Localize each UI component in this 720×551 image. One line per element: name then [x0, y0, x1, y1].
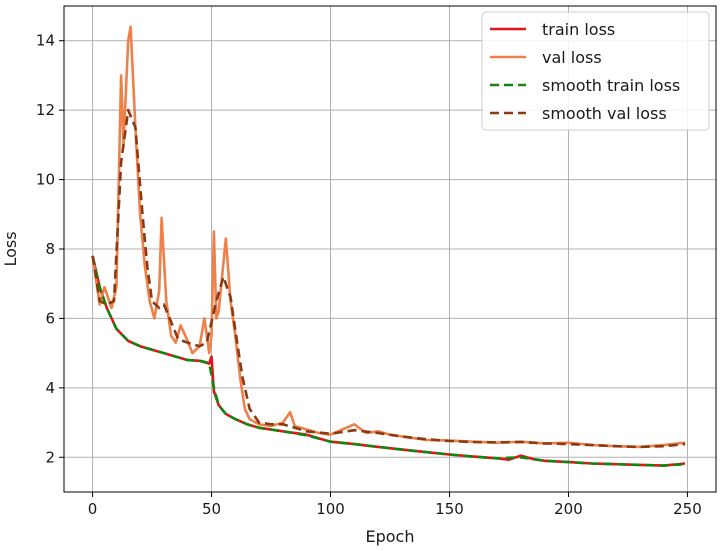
legend-label: smooth train loss [542, 76, 680, 95]
legend-label: val loss [542, 48, 602, 67]
y-tick-label: 4 [45, 379, 55, 397]
smooth-val-loss-line [91, 108, 686, 449]
x-tick-label: 200 [554, 500, 583, 518]
y-tick-label: 10 [36, 171, 55, 189]
x-tick-label: 150 [435, 500, 464, 518]
legend: train loss val loss smooth train loss smoot… [481, 11, 710, 131]
smooth-train-loss-line [91, 255, 686, 467]
y-tick-label: 2 [45, 448, 55, 466]
y-tick-label: 14 [36, 32, 55, 50]
legend-label: smooth val loss [542, 104, 667, 123]
legend-box [481, 11, 710, 131]
x-tick-label: 100 [316, 500, 345, 518]
axis-ticks: 0 50 100 150 200 250 2 4 6 8 10 12 14 [36, 32, 702, 518]
grid [64, 6, 716, 492]
x-tick-label: 0 [88, 500, 98, 518]
y-tick-label: 12 [36, 101, 55, 119]
x-tick-label: 50 [202, 500, 221, 518]
y-tick-label: 6 [45, 309, 55, 327]
x-axis-label: Epoch [366, 527, 415, 546]
y-tick-label: 8 [45, 240, 55, 258]
series-lines [91, 25, 686, 467]
x-tick-label: 250 [673, 500, 702, 518]
legend-label: train loss [542, 20, 615, 39]
y-axis-label: Loss [1, 231, 20, 266]
